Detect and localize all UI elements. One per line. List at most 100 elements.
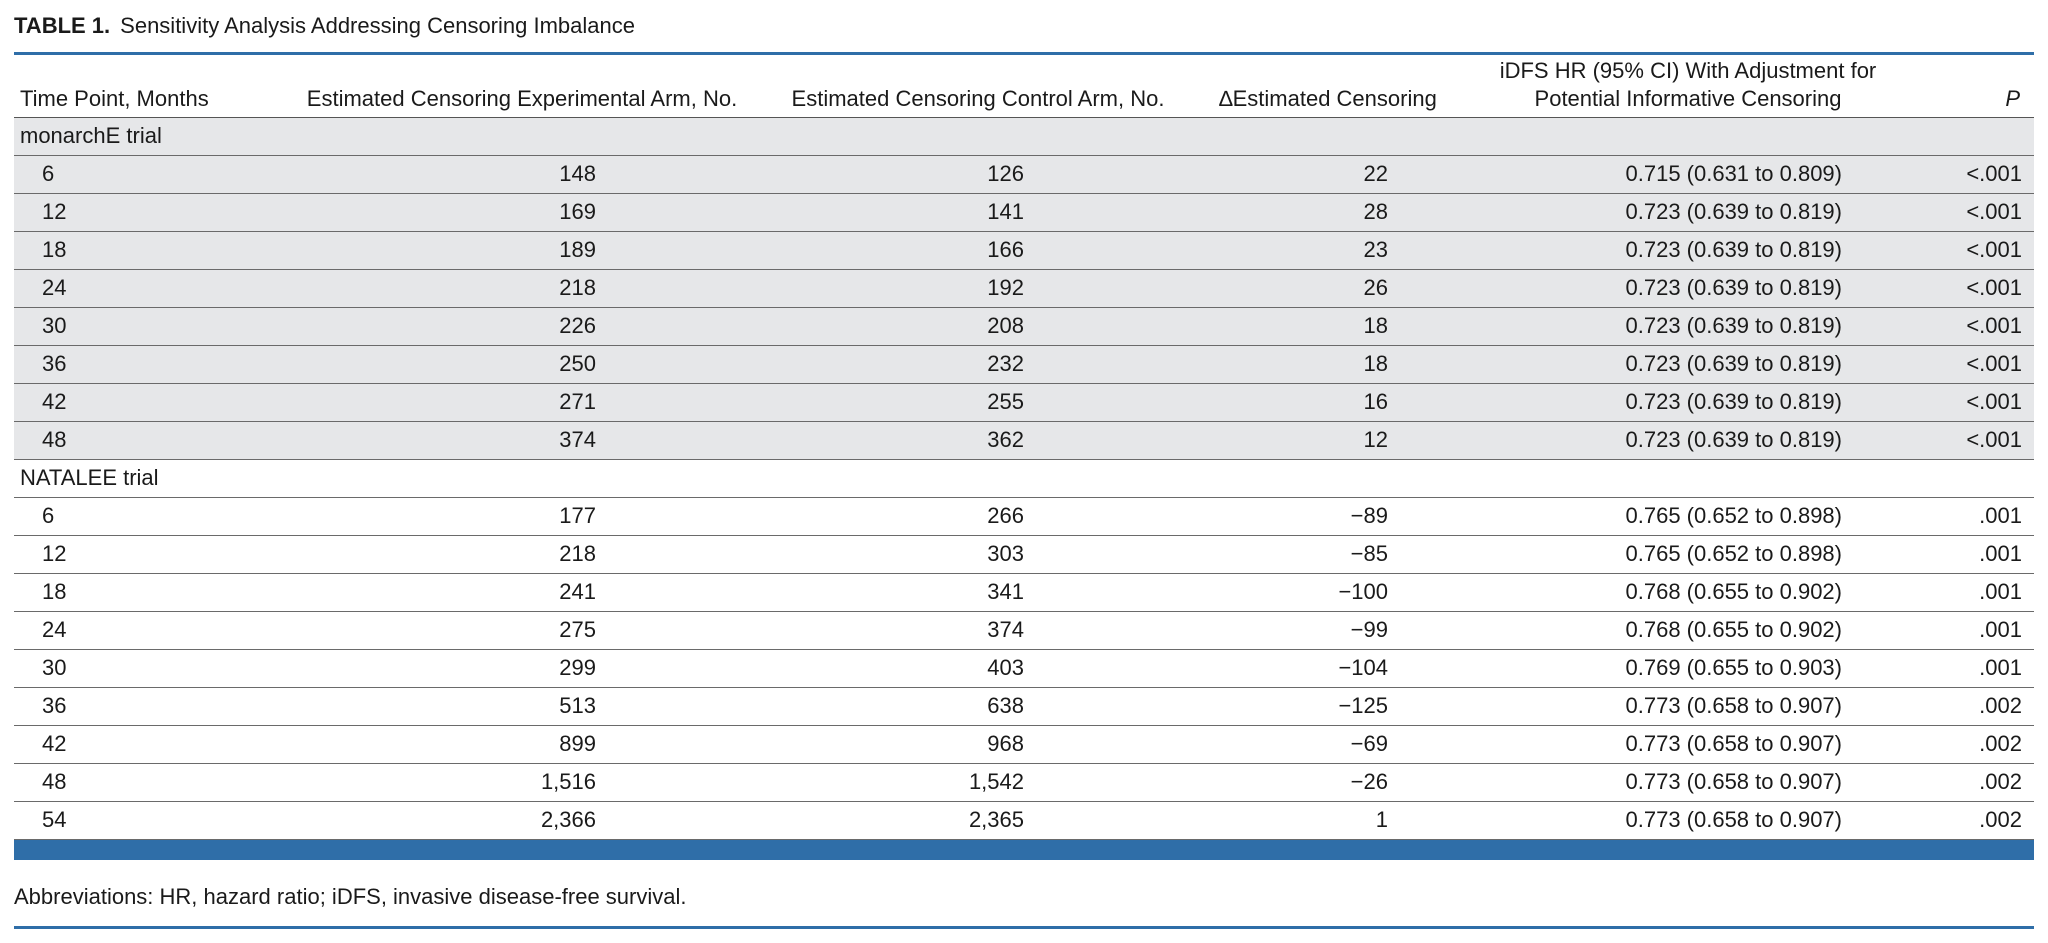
cell-time-point: 30	[42, 655, 67, 680]
cell-delta: 12	[1363, 427, 1388, 452]
cell-hr: 0.768 (0.655 to 0.902)	[1625, 579, 1843, 604]
cell-experimental: 177	[559, 503, 596, 528]
cell-delta: −69	[1350, 731, 1388, 756]
cell-control: 126	[987, 161, 1024, 186]
group-row: monarchE trial	[14, 117, 2034, 155]
cell-p: <.001	[1966, 313, 2022, 338]
cell-experimental: 2,366	[540, 807, 596, 832]
cell-p: <.001	[1966, 199, 2022, 224]
cell-hr: 0.715 (0.631 to 0.809)	[1625, 161, 1843, 186]
table-row: 48 374 362 12 0.723 (0.639 to 0.819) <.001	[14, 421, 2034, 459]
table-row: 48 1,516 1,542 −26 0.773 (0.658 to 0.907) .00…	[14, 763, 2034, 801]
cell-hr: 0.723 (0.639 to 0.819)	[1625, 237, 1843, 262]
cell-experimental: 513	[559, 693, 596, 718]
cell-time-point: 6	[42, 161, 55, 186]
cell-delta: −99	[1350, 617, 1388, 642]
cell-p: .001	[1979, 579, 2022, 604]
table-body: monarchE trial 6 148 126 22 0.715 (0.631 to 0…	[14, 117, 2034, 839]
cell-delta: 16	[1363, 389, 1388, 414]
cell-p: <.001	[1966, 389, 2022, 414]
group-label: NATALEE trial	[20, 465, 159, 490]
cell-control: 2,365	[968, 807, 1024, 832]
cell-hr: 0.723 (0.639 to 0.819)	[1625, 427, 1843, 452]
table-label: TABLE 1.	[14, 13, 111, 38]
table-caption: TABLE 1. Sensitivity Analysis Addressing…	[14, 0, 2034, 52]
cell-experimental: 374	[559, 427, 596, 452]
cell-experimental: 271	[559, 389, 596, 414]
cell-hr: 0.773 (0.658 to 0.907)	[1625, 769, 1843, 794]
cell-experimental: 218	[559, 541, 596, 566]
end-rule	[14, 925, 2034, 929]
cell-time-point: 18	[42, 579, 67, 604]
table-row: 36 250 232 18 0.723 (0.639 to 0.819) <.001	[14, 345, 2034, 383]
cell-delta: 26	[1363, 275, 1388, 300]
cell-p: .001	[1979, 655, 2022, 680]
table-header: Time Point, Months Estimated Censoring E…	[14, 55, 2034, 117]
table-row: 12 169 141 28 0.723 (0.639 to 0.819) <.001	[14, 193, 2034, 231]
cell-delta: −104	[1338, 655, 1388, 680]
cell-time-point: 24	[42, 275, 67, 300]
cell-control: 266	[987, 503, 1024, 528]
cell-control: 403	[987, 655, 1024, 680]
cell-experimental: 189	[559, 237, 596, 262]
cell-experimental: 218	[559, 275, 596, 300]
cell-delta: −26	[1350, 769, 1388, 794]
cell-hr: 0.773 (0.658 to 0.907)	[1625, 731, 1843, 756]
sensitivity-table: Time Point, Months Estimated Censoring E…	[14, 55, 2034, 840]
cell-experimental: 226	[559, 313, 596, 338]
cell-control: 232	[987, 351, 1024, 376]
cell-time-point: 48	[42, 427, 67, 452]
cell-experimental: 169	[559, 199, 596, 224]
table-row: 30 226 208 18 0.723 (0.639 to 0.819) <.001	[14, 307, 2034, 345]
bottom-bar	[14, 839, 2034, 860]
cell-hr: 0.723 (0.639 to 0.819)	[1625, 313, 1843, 338]
footnote: Abbreviations: HR, hazard ratio; iDFS, i…	[14, 883, 687, 909]
header-hr: iDFS HR (95% CI) With Adjustment for Pot…	[1472, 55, 1904, 117]
cell-p: <.001	[1966, 237, 2022, 262]
cell-control: 362	[987, 427, 1024, 452]
cell-experimental: 148	[559, 161, 596, 186]
cell-delta: −100	[1338, 579, 1388, 604]
cell-control: 208	[987, 313, 1024, 338]
cell-control: 1,542	[968, 769, 1024, 794]
header-hr-line2: Potential Informative Censoring	[1534, 85, 1842, 111]
table-title: Sensitivity Analysis Addressing Censorin…	[120, 13, 635, 38]
cell-control: 374	[987, 617, 1024, 642]
cell-delta: −125	[1338, 693, 1388, 718]
cell-p: .002	[1979, 731, 2022, 756]
cell-control: 166	[987, 237, 1024, 262]
cell-hr: 0.723 (0.639 to 0.819)	[1625, 389, 1843, 414]
cell-delta: 18	[1363, 351, 1388, 376]
cell-time-point: 36	[42, 351, 67, 376]
cell-time-point: 6	[42, 503, 55, 528]
header-time-point: Time Point, Months	[20, 85, 209, 111]
cell-time-point: 42	[42, 389, 67, 414]
cell-control: 968	[987, 731, 1024, 756]
cell-time-point: 24	[42, 617, 67, 642]
header-hr-line1: iDFS HR (95% CI) With Adjustment for	[1499, 57, 1877, 83]
cell-control: 255	[987, 389, 1024, 414]
cell-p: <.001	[1966, 161, 2022, 186]
cell-p: .001	[1979, 541, 2022, 566]
cell-time-point: 48	[42, 769, 67, 794]
cell-p: .002	[1979, 693, 2022, 718]
table-figure: TABLE 1. Sensitivity Analysis Addressing…	[14, 0, 2034, 929]
cell-delta: −89	[1350, 503, 1388, 528]
cell-control: 141	[987, 199, 1024, 224]
cell-experimental: 275	[559, 617, 596, 642]
cell-control: 303	[987, 541, 1024, 566]
cell-time-point: 54	[42, 807, 67, 832]
cell-time-point: 42	[42, 731, 67, 756]
table-row: 36 513 638 −125 0.773 (0.658 to 0.907) .002	[14, 687, 2034, 725]
cell-p: <.001	[1966, 275, 2022, 300]
table-row: 42 899 968 −69 0.773 (0.658 to 0.907) .002	[14, 725, 2034, 763]
cell-delta: 23	[1363, 237, 1388, 262]
header-experimental-arm: Estimated Censoring Experimental Arm, No…	[306, 85, 738, 111]
cell-time-point: 12	[42, 541, 67, 566]
cell-experimental: 899	[559, 731, 596, 756]
cell-hr: 0.769 (0.655 to 0.903)	[1625, 655, 1843, 680]
cell-delta: −85	[1350, 541, 1388, 566]
table-row: 6 177 266 −89 0.765 (0.652 to 0.898) .001	[14, 497, 2034, 535]
table-row: 18 189 166 23 0.723 (0.639 to 0.819) <.001	[14, 231, 2034, 269]
cell-hr: 0.723 (0.639 to 0.819)	[1625, 275, 1843, 300]
